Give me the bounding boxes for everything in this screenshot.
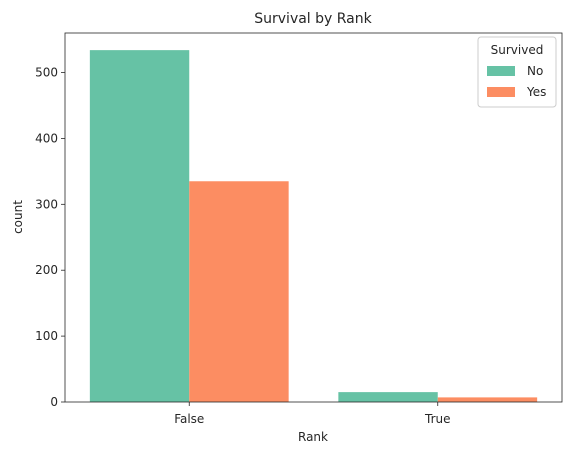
legend-swatch-no <box>487 66 515 76</box>
legend-swatch-yes <box>487 87 515 97</box>
y-tick-label: 0 <box>50 395 58 409</box>
y-tick-label: 100 <box>35 329 58 343</box>
bars-group <box>89 50 538 402</box>
x-tick-label: True <box>424 412 451 426</box>
chart-title: Survival by Rank <box>254 11 372 27</box>
legend-title: Survived <box>491 43 544 57</box>
legend-items: No Yes <box>487 64 546 99</box>
plot-frame <box>64 32 563 403</box>
y-ticks: 0 100 200 300 400 500 <box>35 66 65 409</box>
x-axis-label: Rank <box>298 430 328 444</box>
bar-no-true <box>338 392 438 402</box>
bar-no-false <box>89 50 190 402</box>
y-axis-label: count <box>11 200 25 234</box>
y-tick-label: 300 <box>35 197 58 211</box>
legend: Survived No Yes <box>477 36 557 108</box>
bar-yes-true <box>437 397 538 402</box>
legend-label-no: No <box>527 64 543 78</box>
x-tick-label: False <box>174 412 204 426</box>
bar-yes-false <box>189 181 289 402</box>
legend-label-yes: Yes <box>526 85 546 99</box>
x-ticks: False True <box>174 402 451 426</box>
axes-group <box>64 32 563 403</box>
y-tick-label: 500 <box>35 66 58 80</box>
y-tick-label: 200 <box>35 263 58 277</box>
y-tick-label: 400 <box>35 131 58 145</box>
